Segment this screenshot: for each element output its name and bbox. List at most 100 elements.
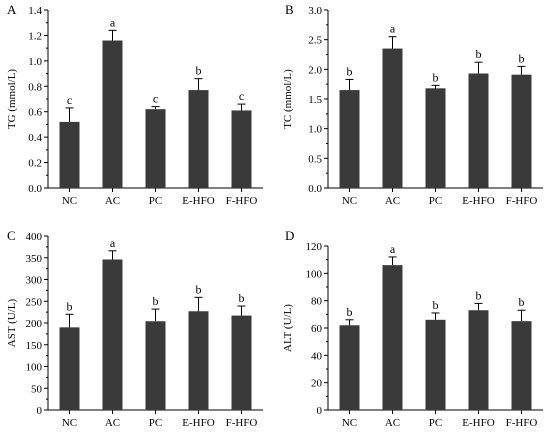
- y-tick-label: 2.0: [308, 64, 322, 76]
- y-tick-label: 1.5: [308, 94, 322, 106]
- y-tick-label: 0.5: [308, 153, 322, 165]
- x-tick-label: AC: [105, 195, 120, 207]
- x-tick-label: F-HFO: [226, 417, 258, 429]
- y-tick-label: 50: [31, 383, 43, 395]
- y-axis-label: ALT (U/L): [282, 304, 294, 352]
- panel-a: A TG (mmol/L) 0.0 0.2 0.4 0.6 0.8 1.0 1.2 1.4 c NC a…: [6, 2, 263, 207]
- panel-letter: B: [285, 2, 294, 17]
- bar: [425, 319, 446, 410]
- bar: [468, 73, 489, 188]
- significance-letter: a: [390, 22, 396, 36]
- x-tick-label: E-HFO: [182, 417, 214, 429]
- significance-letter: b: [476, 47, 482, 61]
- bar: [188, 90, 209, 188]
- x-tick-label: AC: [385, 195, 400, 207]
- bar: [382, 265, 403, 410]
- significance-letter: a: [390, 242, 396, 256]
- y-tick-label: 1.0: [308, 124, 322, 136]
- panel-b: B TC (mmol/L) 0.0 0.5 1.0 1.5 2.0 2.5 3.0 b NC a AC b…: [282, 2, 543, 207]
- bar: [425, 88, 446, 188]
- y-tick-label: 0.0: [308, 183, 322, 195]
- panel-d: D ALT (U/L) 0 20 40 60 80 100 120 b NC a AC b PC b E-HFO…: [282, 228, 543, 429]
- significance-letter: c: [67, 93, 72, 107]
- significance-letter: b: [196, 282, 202, 296]
- y-tick-label: 0: [317, 405, 323, 417]
- x-tick-label: E-HFO: [462, 195, 494, 207]
- significance-letter: b: [433, 70, 439, 84]
- bar: [59, 121, 80, 188]
- y-tick-label: 0.4: [28, 132, 42, 144]
- significance-letter: a: [110, 15, 116, 29]
- bar: [102, 40, 123, 189]
- significance-letter: b: [347, 305, 353, 319]
- bar: [188, 311, 209, 410]
- x-tick-label: AC: [105, 417, 120, 429]
- x-tick-label: F-HFO: [226, 195, 258, 207]
- x-tick-label: AC: [385, 417, 400, 429]
- x-tick-label: NC: [62, 195, 77, 207]
- x-tick-label: NC: [62, 417, 77, 429]
- y-axis-label: TG (mmol/L): [6, 69, 18, 130]
- y-tick-label: 2.5: [308, 35, 322, 47]
- significance-letter: b: [476, 288, 482, 302]
- y-tick-label: 1.0: [28, 56, 42, 68]
- bar: [468, 310, 489, 410]
- significance-letter: b: [196, 64, 202, 78]
- panel-letter: D: [285, 228, 294, 243]
- bar: [382, 48, 403, 188]
- y-axis-label: TC (mmol/L): [282, 69, 294, 129]
- panel-c: C AST (U/L) 0 50 100 150 200 250 300 350 400 b NC a AC…: [6, 228, 263, 429]
- y-tick-label: 350: [26, 253, 43, 265]
- y-tick-label: 20: [311, 378, 323, 390]
- bar: [511, 321, 532, 410]
- y-tick-label: 3.0: [308, 5, 322, 17]
- y-tick-label: 80: [311, 296, 323, 308]
- y-tick-label: 200: [26, 318, 43, 330]
- significance-letter: b: [519, 51, 525, 65]
- x-tick-label: PC: [429, 195, 442, 207]
- x-tick-label: PC: [429, 417, 442, 429]
- bar: [59, 327, 80, 410]
- panel-letter: C: [7, 228, 16, 243]
- y-tick-label: 400: [26, 231, 43, 243]
- bar: [511, 74, 532, 188]
- y-tick-label: 60: [311, 323, 323, 335]
- x-tick-label: NC: [342, 417, 357, 429]
- y-tick-label: 100: [26, 362, 43, 374]
- y-tick-label: 250: [26, 296, 43, 308]
- significance-letter: a: [110, 236, 116, 250]
- x-tick-label: E-HFO: [462, 417, 494, 429]
- bar: [145, 321, 166, 410]
- y-tick-label: 0.6: [28, 107, 42, 119]
- y-tick-label: 300: [26, 275, 43, 287]
- y-tick-label: 150: [26, 340, 43, 352]
- y-tick-label: 1.4: [28, 5, 42, 17]
- significance-letter: b: [519, 295, 525, 309]
- significance-letter: b: [347, 64, 353, 78]
- bar: [102, 259, 123, 410]
- panel-letter: A: [7, 2, 17, 17]
- y-tick-label: 40: [311, 350, 323, 362]
- bar: [339, 90, 360, 188]
- significance-letter: c: [239, 89, 244, 103]
- x-tick-label: PC: [149, 195, 162, 207]
- bar: [145, 109, 166, 188]
- bar: [231, 315, 252, 410]
- x-tick-label: F-HFO: [506, 195, 538, 207]
- significance-letter: c: [153, 92, 158, 106]
- significance-letter: b: [67, 299, 73, 313]
- bar: [231, 110, 252, 188]
- y-tick-label: 100: [306, 268, 323, 280]
- y-tick-label: 0.0: [28, 183, 42, 195]
- x-tick-label: E-HFO: [182, 195, 214, 207]
- y-axis-label: AST (U/L): [6, 298, 18, 347]
- y-tick-label: 0.2: [28, 158, 42, 170]
- significance-letter: b: [153, 294, 159, 308]
- y-tick-label: 1.2: [28, 30, 42, 42]
- y-tick-label: 120: [306, 241, 323, 253]
- x-tick-label: F-HFO: [506, 417, 538, 429]
- y-tick-label: 0.8: [28, 81, 42, 93]
- significance-letter: b: [239, 291, 245, 305]
- bar: [339, 325, 360, 410]
- x-tick-label: PC: [149, 417, 162, 429]
